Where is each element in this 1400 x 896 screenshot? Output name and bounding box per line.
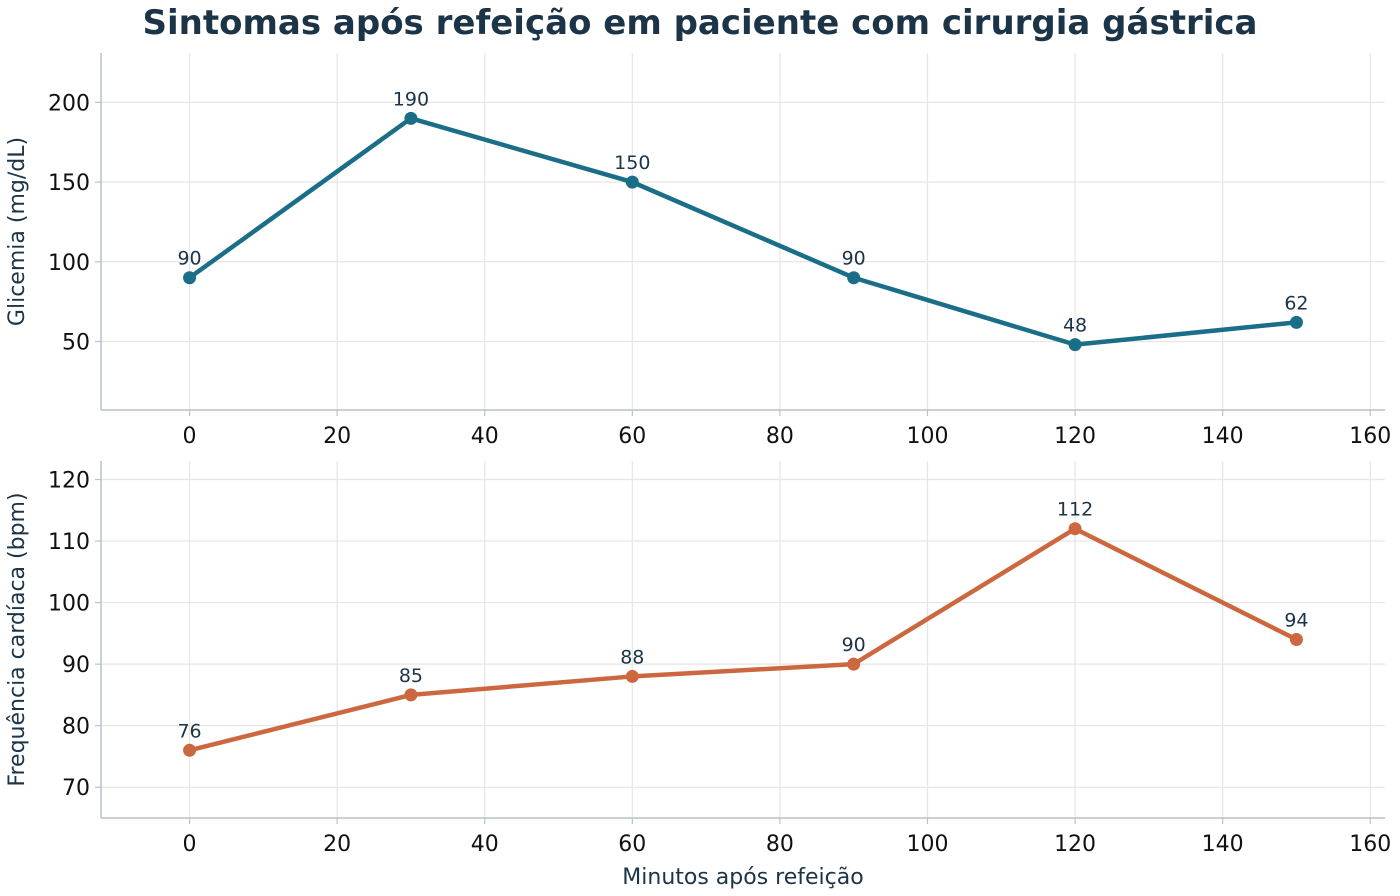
fc-y-tick-label: 120 (48, 468, 90, 493)
fc-x-tick-label: 60 (618, 832, 646, 857)
glicemia-series-line (187, 116, 1299, 347)
x-axis-label: Minutos após refeição (622, 865, 863, 890)
glicemia-data-point (1289, 315, 1303, 329)
glicemia-y-tick-label: 50 (62, 330, 90, 355)
fc-data-point (183, 743, 197, 757)
fc-series-line (187, 526, 1299, 753)
glicemia-data-label: 150 (614, 152, 650, 174)
fc-y-tick-label: 70 (62, 776, 90, 801)
glicemia-x-tick-label: 140 (1202, 424, 1244, 449)
glicemia-data-point (404, 111, 418, 125)
glicemia-x-tick-label: 80 (766, 424, 794, 449)
fc-y-tick-label: 80 (62, 715, 90, 740)
glicemia-x-tick-label: 40 (471, 424, 499, 449)
fc-data-point (1289, 633, 1303, 646)
glicemia-data-point (625, 175, 639, 189)
chart-title: Sintomas após refeição em paciente com c… (143, 3, 1258, 43)
panel-glicemia: 0 20 40 60 80 100 120 140 160 50 100 150 200 Glicemia… (5, 53, 1391, 449)
glicemia-data-label: 190 (393, 88, 429, 110)
glicemia-y-tick-label: 100 (48, 251, 90, 276)
fc-y-tick-label: 90 (62, 653, 90, 678)
glicemia-data-point (1068, 338, 1082, 352)
glicemia-x-tick-label: 160 (1349, 424, 1391, 449)
fc-x-tick-label: 160 (1349, 832, 1391, 857)
glicemia-x-tick-label: 100 (906, 424, 948, 449)
glicemia-x-tick-label: 120 (1054, 424, 1096, 449)
fc-data-label: 88 (620, 646, 644, 668)
fc-x-tick-label: 120 (1054, 832, 1096, 857)
fc-y-tick-label: 100 (48, 592, 90, 617)
fc-data-label: 85 (399, 665, 423, 687)
fc-data-point (404, 688, 418, 702)
fc-y-axis-label: Frequência cardíaca (bpm) (5, 492, 30, 786)
glicemia-data-label: 90 (842, 248, 866, 270)
glicemia-y-tick-label: 150 (48, 171, 90, 196)
fc-data-label: 94 (1284, 610, 1308, 632)
glicemia-data-point (847, 271, 861, 285)
fc-data-point (625, 669, 639, 683)
glicemia-x-tick-label: 0 (183, 424, 197, 449)
fc-x-tick-label: 100 (906, 832, 948, 857)
fc-data-point (1068, 522, 1082, 536)
fc-y-tick-label: 110 (48, 530, 90, 555)
panel-frequencia-cardiaca: 0 20 40 60 80 100 120 140 160 70 80 90 100 110 120 Freq… (5, 461, 1391, 857)
fc-x-tick-label: 0 (183, 832, 197, 857)
glicemia-data-label: 90 (177, 248, 201, 270)
fc-x-tick-label: 40 (471, 832, 499, 857)
glicemia-y-axis-label: Glicemia (mg/dL) (5, 137, 30, 326)
fc-data-label: 112 (1057, 499, 1093, 521)
glicemia-data-label: 62 (1284, 292, 1308, 314)
glicemia-y-tick-label: 200 (48, 91, 90, 116)
fc-data-label: 90 (842, 634, 866, 656)
fc-data-label: 76 (177, 720, 201, 742)
glicemia-x-tick-label: 60 (618, 424, 646, 449)
fc-x-tick-label: 140 (1202, 832, 1244, 857)
glicemia-x-tick-label: 20 (323, 424, 351, 449)
glicemia-data-point (183, 271, 197, 285)
fc-data-point (847, 657, 861, 671)
fc-x-tick-label: 20 (323, 832, 351, 857)
glicemia-data-label: 48 (1063, 315, 1087, 337)
fc-x-tick-label: 80 (766, 832, 794, 857)
